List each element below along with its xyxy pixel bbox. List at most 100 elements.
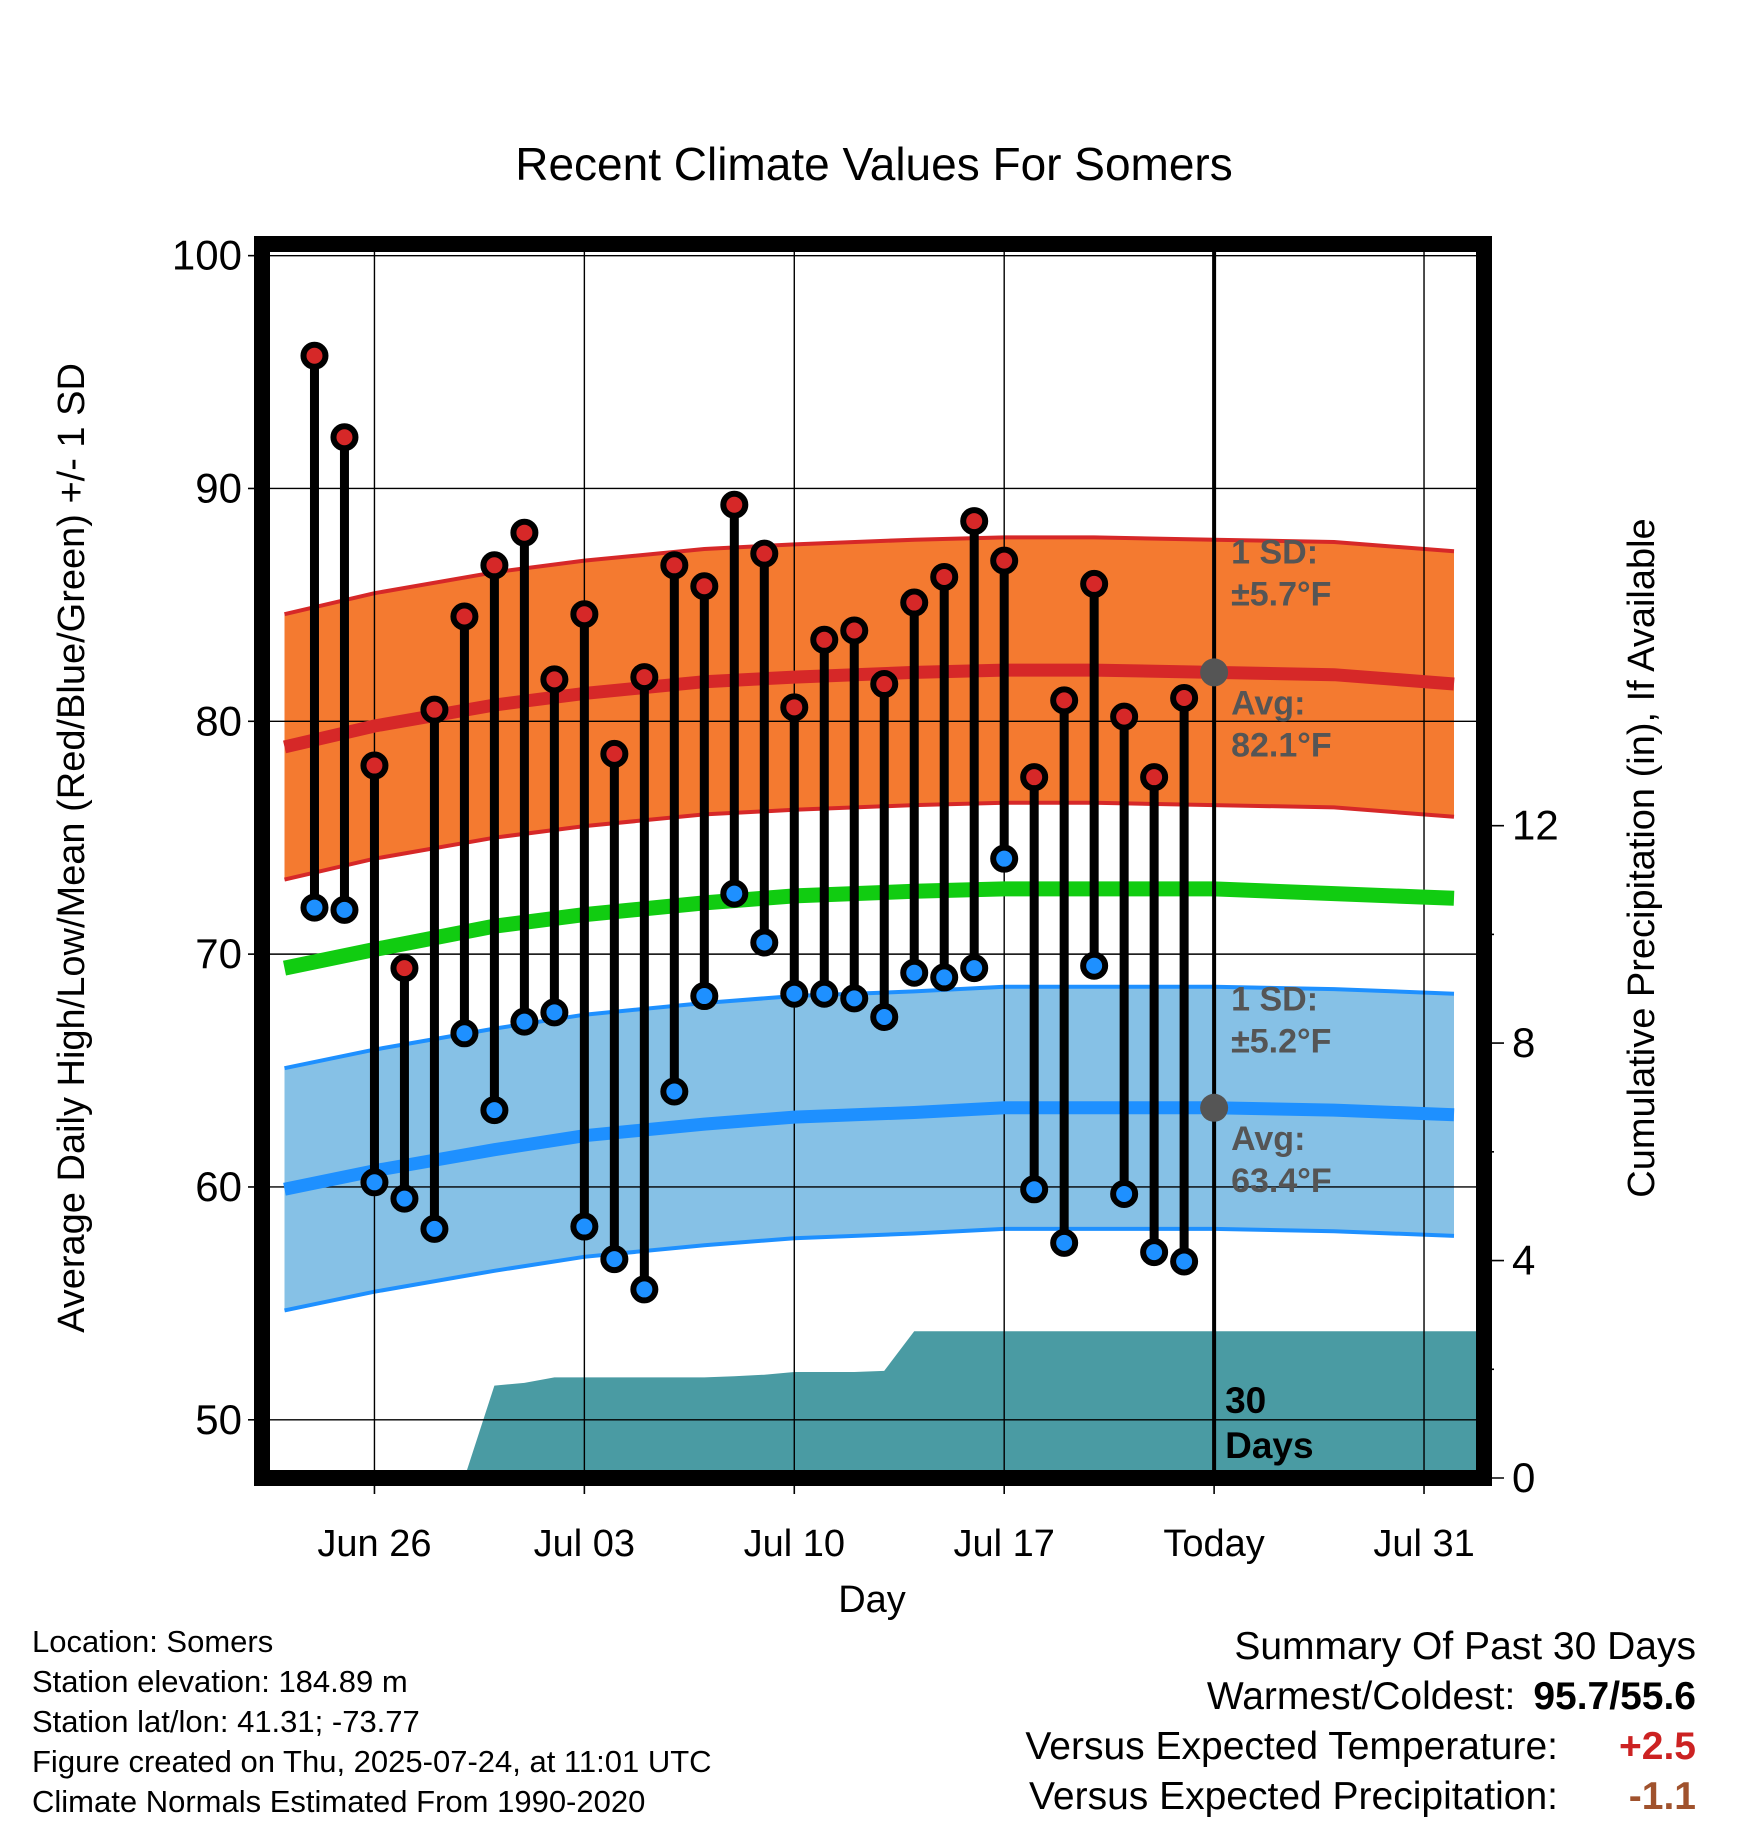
precip-area (262, 1331, 1484, 1478)
low-avg-value: 63.4°F (1231, 1162, 1332, 1200)
low-sd-lower-line (284, 1226, 1455, 1313)
observed-day (360, 751, 389, 1197)
observed-day (1110, 702, 1139, 1208)
plot-frame (254, 236, 1492, 1486)
observed-low-point (750, 928, 779, 957)
location-text: Location: Somers (32, 1624, 274, 1659)
x-axis-label: Day (838, 1579, 906, 1620)
observed-high-point (990, 546, 1019, 575)
observed-high-point (420, 695, 449, 724)
observed-day (1020, 763, 1049, 1204)
observed-day (450, 602, 479, 1048)
observed-high-point (660, 551, 689, 580)
observed-day (990, 546, 1019, 873)
observed-day (690, 572, 719, 1011)
observed-low-point (990, 844, 1019, 873)
observed-low-point (1080, 951, 1109, 980)
x-tick-label: Jul 31 (1373, 1523, 1474, 1565)
observed-low-point (660, 1077, 689, 1106)
observed-high-point (1050, 686, 1079, 715)
observed-low-point (330, 895, 359, 924)
observed-day (720, 490, 749, 908)
high-sd-label: 1 SD: (1231, 534, 1318, 572)
observed-high-point (330, 423, 359, 452)
high-sd-value: ±5.7°F (1231, 576, 1331, 614)
y-tick-label: 50 (195, 1396, 242, 1443)
observed-day (630, 663, 659, 1304)
high-sd-upper-line (284, 535, 1455, 617)
observed-low-point (390, 1184, 419, 1213)
observed-day (390, 954, 419, 1213)
today-high-avg-marker (1200, 658, 1229, 687)
observed-high-point (300, 341, 329, 370)
observed-day (810, 625, 839, 1008)
high-avg-label: Avg: (1231, 684, 1305, 722)
y2-tick-label: 4 (1512, 1237, 1535, 1284)
precip-departure-value: -1.1 (1628, 1775, 1696, 1818)
observed-day (510, 518, 539, 1036)
observed-high-point (930, 562, 959, 591)
observed-low-point (1170, 1247, 1199, 1276)
observed-high-point (570, 600, 599, 629)
warmest-coldest-row: Warmest/Coldest: 95.7/55.6 (1025, 1672, 1696, 1722)
y2-tick-label: 12 (1512, 802, 1559, 849)
observed-low-point (510, 1007, 539, 1036)
x-tick-label: Jul 10 (744, 1523, 845, 1565)
observed-high-point (840, 616, 869, 645)
observed-high-point (630, 663, 659, 692)
observed-day (570, 600, 599, 1241)
observed-high-point (1110, 702, 1139, 731)
y-tick-label: 80 (195, 697, 242, 744)
y2-axis-label: Cumulative Precipitation (in), If Availa… (1621, 518, 1663, 1197)
observed-day (600, 739, 629, 1274)
observed-low-point (1110, 1179, 1139, 1208)
y-tick-label: 90 (195, 464, 242, 511)
observed-low-point (450, 1019, 479, 1048)
temp-departure-label: Versus Expected Temperature: (1025, 1725, 1558, 1768)
observed-high-point (600, 739, 629, 768)
observed-day (960, 507, 989, 983)
y2-tick-label: 8 (1512, 1019, 1535, 1066)
low-sd-value: ±5.2°F (1231, 1023, 1331, 1061)
observed-day (330, 423, 359, 924)
observed-low-point (360, 1168, 389, 1197)
observed-low-point (630, 1275, 659, 1304)
observed-high-point (720, 490, 749, 519)
observed-day (930, 562, 959, 992)
observed-low-point (900, 958, 929, 987)
observed-high-point (1020, 763, 1049, 792)
y2-tick-label: 0 (1512, 1454, 1535, 1501)
precip-departure-label: Versus Expected Precipitation: (1029, 1775, 1558, 1818)
window-label-line1: 30 (1225, 1380, 1266, 1421)
observed-low-point (480, 1096, 509, 1125)
observed-high-point (450, 602, 479, 631)
climate-chart: Recent Climate Values For Somers 1 SD: ±5… (51, 138, 1663, 1620)
elevation-text: Station elevation: 184.89 m (32, 1664, 408, 1699)
observed-day (660, 551, 689, 1106)
observed-high-point (360, 751, 389, 780)
x-tick-label: Jul 03 (534, 1523, 635, 1565)
x-tick-label: Jun 26 (317, 1523, 431, 1565)
latlon-text: Station lat/lon: 41.31; -73.77 (32, 1704, 420, 1739)
observed-day (900, 588, 929, 987)
observed-low-point (960, 954, 989, 983)
observed-low-point (930, 963, 959, 992)
observed-high-point (810, 625, 839, 654)
observed-high-point (480, 551, 509, 580)
normal-low-line (283, 1101, 1455, 1196)
observed-day (780, 693, 809, 1008)
observed-day (1170, 684, 1199, 1276)
observed-low-point (420, 1214, 449, 1243)
low-sd-label: 1 SD: (1231, 981, 1318, 1019)
station-info: Location: Somers Station elevation: 184.… (32, 1622, 712, 1822)
observed-high-point (690, 572, 719, 601)
observed-high-point (1080, 569, 1109, 598)
warmest-coldest-label: Warmest/Coldest: (1206, 1675, 1516, 1718)
y-tick-label: 100 (172, 232, 242, 279)
observed-low-point (300, 893, 329, 922)
plot-area: 1 SD: ±5.7°F Avg: 82.1°F 1 SD: ±5.2°F Avg: 63.4… (172, 232, 1559, 1565)
observed-low-point (1020, 1175, 1049, 1204)
observed-day (840, 616, 869, 1013)
observed-day (750, 539, 779, 957)
observed-day (1080, 569, 1109, 980)
